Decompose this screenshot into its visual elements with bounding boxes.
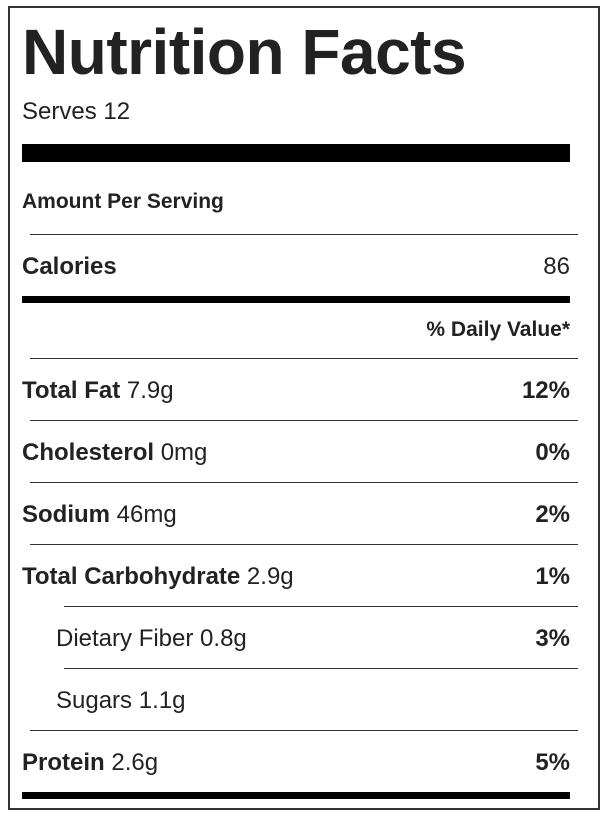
nutrient-daily-value: 3% [535, 625, 570, 652]
nutrient-name: Protein [22, 749, 105, 776]
nutrient-text: Total Fat 7.9g [22, 377, 174, 405]
nutrient-name: Total Carbohydrate [22, 563, 241, 590]
nutrient-amount: 46mg [116, 501, 177, 528]
nutrient-name: Total Fat [22, 377, 121, 404]
divider [30, 544, 578, 545]
bottom-divider [22, 792, 570, 799]
nutrient-amount: 2.9g [246, 563, 294, 590]
nutrient-text: Sugars 1.1g [56, 687, 185, 715]
nutrient-amount: 1.1g [138, 687, 186, 714]
nutrient-name: Dietary Fiber [56, 625, 194, 652]
nutrition-facts-label [8, 6, 600, 810]
nutrient-row-protein: Protein 2.6g 5% [22, 747, 570, 779]
nutrient-daily-value: 1% [535, 563, 570, 590]
nutrient-daily-value: 5% [535, 749, 570, 776]
nutrient-name: Sodium [22, 501, 110, 528]
amount-per-serving-row: Amount Per Serving [22, 188, 570, 216]
divider [64, 606, 578, 607]
serves-text: Serves 12 [22, 98, 131, 125]
nutrient-daily-value: 2% [535, 501, 570, 528]
divider [30, 730, 578, 731]
nutrient-amount: 2.6g [111, 749, 159, 776]
nutrient-row-sodium: Sodium 46mg 2% [22, 499, 570, 531]
nutrient-amount: 0.8g [200, 625, 247, 652]
nutrient-text: Protein 2.6g [22, 749, 158, 777]
calories-row: Calories 86 [22, 252, 570, 282]
daily-value-header: % Daily Value* [426, 318, 570, 341]
nutrient-name: Sugars [56, 687, 133, 714]
thick-divider [22, 144, 570, 162]
divider [30, 234, 578, 235]
nutrient-row-dietary-fiber: Dietary Fiber 0.8g 3% [56, 623, 570, 655]
nutrient-name: Cholesterol [22, 439, 155, 466]
nutrient-daily-value: 0% [535, 439, 570, 466]
divider [30, 358, 578, 359]
amount-per-serving-label: Amount Per Serving [22, 190, 224, 213]
nutrient-text: Sodium 46mg [22, 501, 177, 529]
nutrient-daily-value: 12% [521, 377, 570, 404]
nutrient-text: Total Carbohydrate 2.9g [22, 563, 294, 591]
nutrient-row-sugars: Sugars 1.1g [56, 685, 570, 717]
nutrient-amount: 7.9g [126, 377, 174, 404]
medium-divider [22, 296, 570, 303]
label-title: Nutrition Facts [22, 16, 467, 88]
nutrient-row-total-carbohydrate: Total Carbohydrate 2.9g 1% [22, 561, 570, 593]
nutrient-row-total-fat: Total Fat 7.9g 12% [22, 375, 570, 407]
calories-label: Calories [22, 253, 117, 280]
nutrient-text: Cholesterol 0mg [22, 439, 207, 467]
divider [64, 668, 578, 669]
calories-value: 86 [543, 253, 570, 280]
nutrient-row-cholesterol: Cholesterol 0mg 0% [22, 437, 570, 469]
nutrient-amount: 0mg [160, 439, 208, 466]
daily-value-header-row: % Daily Value* [22, 316, 570, 344]
nutrient-text: Dietary Fiber 0.8g [56, 625, 247, 653]
divider [30, 482, 578, 483]
divider [30, 420, 578, 421]
